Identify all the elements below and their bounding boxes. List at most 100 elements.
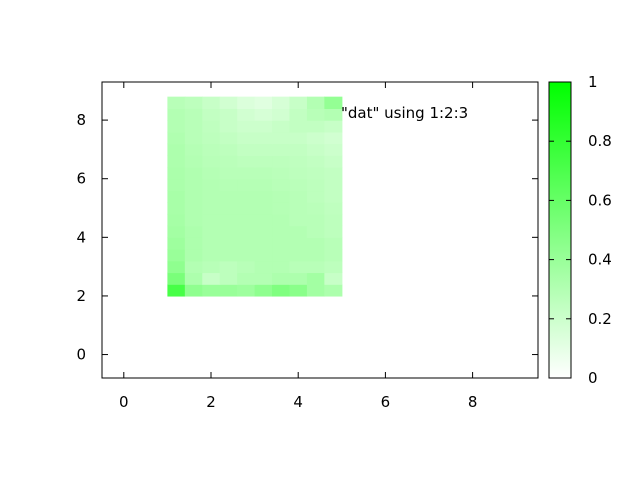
heatmap-cell: [254, 178, 273, 192]
heatmap-cell: [184, 225, 203, 238]
heatmap-cell: [306, 96, 325, 109]
heatmap-cell: [219, 213, 238, 227]
heatmap-cell: [289, 120, 308, 133]
heatmap-cell: [184, 284, 203, 297]
heatmap-cell: [272, 237, 291, 250]
colorbar: [549, 82, 571, 378]
x-tick-label: 8: [468, 393, 478, 411]
heatmap-cell: [272, 202, 291, 215]
heatmap-cell: [202, 190, 221, 203]
heatmap-cell: [272, 178, 291, 192]
heatmap-cell: [289, 131, 308, 145]
colorbar-tick-label: 0.6: [588, 191, 612, 209]
heatmap-cell: [184, 155, 203, 168]
heatmap-cell: [237, 272, 256, 285]
heatmap-cell: [219, 96, 238, 109]
heatmap-cell: [272, 108, 291, 121]
heatmap-cell: [306, 120, 325, 133]
heatmap-cell: [184, 202, 203, 215]
x-tick-label: 6: [381, 393, 391, 411]
colorbar-tick-label: 0.8: [588, 132, 612, 150]
heatmap-cell: [202, 272, 221, 285]
heatmap-cell: [272, 284, 291, 297]
heatmap-cell: [167, 143, 186, 156]
heatmap-cell: [254, 213, 273, 227]
heatmap-cell: [324, 120, 343, 133]
heatmap-cell: [202, 260, 221, 274]
heatmap-cell: [219, 131, 238, 145]
heatmap-cell: [167, 178, 186, 192]
heatmap-cell: [237, 190, 256, 203]
heatmap-cell: [202, 237, 221, 250]
heatmap-cell: [324, 225, 343, 238]
heatmap-cell: [306, 178, 325, 192]
heatmap-cell: [289, 225, 308, 238]
heatmap-cell: [167, 249, 186, 262]
heatmap-cell: [289, 272, 308, 285]
y-tick-label: 0: [76, 346, 86, 364]
heatmap-cell: [324, 284, 343, 297]
heatmap-cell: [272, 190, 291, 203]
heatmap-cell: [167, 108, 186, 121]
heatmap-cell: [237, 96, 256, 109]
heatmap-cell: [289, 166, 308, 180]
heatmap-cell: [254, 202, 273, 215]
heatmap-cell: [184, 260, 203, 274]
heatmap-cell: [202, 96, 221, 109]
heatmap-cell: [272, 213, 291, 227]
heatmap-cell: [272, 143, 291, 156]
heatmap-cell: [324, 213, 343, 227]
heatmap-cell: [219, 260, 238, 274]
x-tick-label: 0: [119, 393, 129, 411]
heatmap-cell: [202, 284, 221, 297]
heatmap-cell: [324, 131, 343, 145]
heatmap-cell: [324, 155, 343, 168]
heatmap-cell: [237, 202, 256, 215]
heatmap-cell: [237, 131, 256, 145]
heatmap-cell: [289, 96, 308, 109]
heatmap-cell: [167, 237, 186, 250]
heatmap-cell: [202, 166, 221, 180]
heatmap-cell: [167, 190, 186, 203]
heatmap-cell: [324, 108, 343, 121]
heatmap-cells: [167, 96, 343, 297]
heatmap-cell: [219, 143, 238, 156]
heatmap-cell: [202, 213, 221, 227]
heatmap-cell: [219, 249, 238, 262]
heatmap-cell: [306, 166, 325, 180]
heatmap-cell: [202, 225, 221, 238]
heatmap-cell: [184, 237, 203, 250]
heatmap-cell: [219, 284, 238, 297]
heatmap-cell: [254, 120, 273, 133]
heatmap-cell: [237, 237, 256, 250]
axis-ticks: 0 2 4 6 8 0 2 4 6 8: [76, 82, 538, 411]
heatmap-cell: [324, 202, 343, 215]
heatmap-cell: [237, 178, 256, 192]
heatmap-cell: [167, 96, 186, 109]
heatmap-cell: [306, 143, 325, 156]
heatmap-cell: [167, 202, 186, 215]
heatmap-cell: [184, 178, 203, 192]
heatmap-cell: [167, 131, 186, 145]
heatmap-cell: [306, 249, 325, 262]
colorbar-ticks: 0 0.2 0.4 0.6 0.8 1: [549, 73, 612, 387]
heatmap-cell: [202, 120, 221, 133]
x-tick-label: 4: [293, 393, 303, 411]
colorbar-border: [548, 81, 572, 379]
plot-border: [101, 81, 539, 379]
heatmap-cell: [272, 272, 291, 285]
heatmap-cell: [167, 213, 186, 227]
heatmap-cell: [254, 143, 273, 156]
heatmap-cell: [306, 108, 325, 121]
heatmap-cell: [202, 131, 221, 145]
heatmap-cell: [289, 108, 308, 121]
heatmap-cell: [202, 249, 221, 262]
heatmap-cell: [324, 272, 343, 285]
heatmap-cell: [306, 225, 325, 238]
heatmap-cell: [202, 143, 221, 156]
heatmap-cell: [306, 155, 325, 168]
heatmap-cell: [237, 108, 256, 121]
heatmap-cell: [184, 143, 203, 156]
heatmap-cell: [306, 237, 325, 250]
